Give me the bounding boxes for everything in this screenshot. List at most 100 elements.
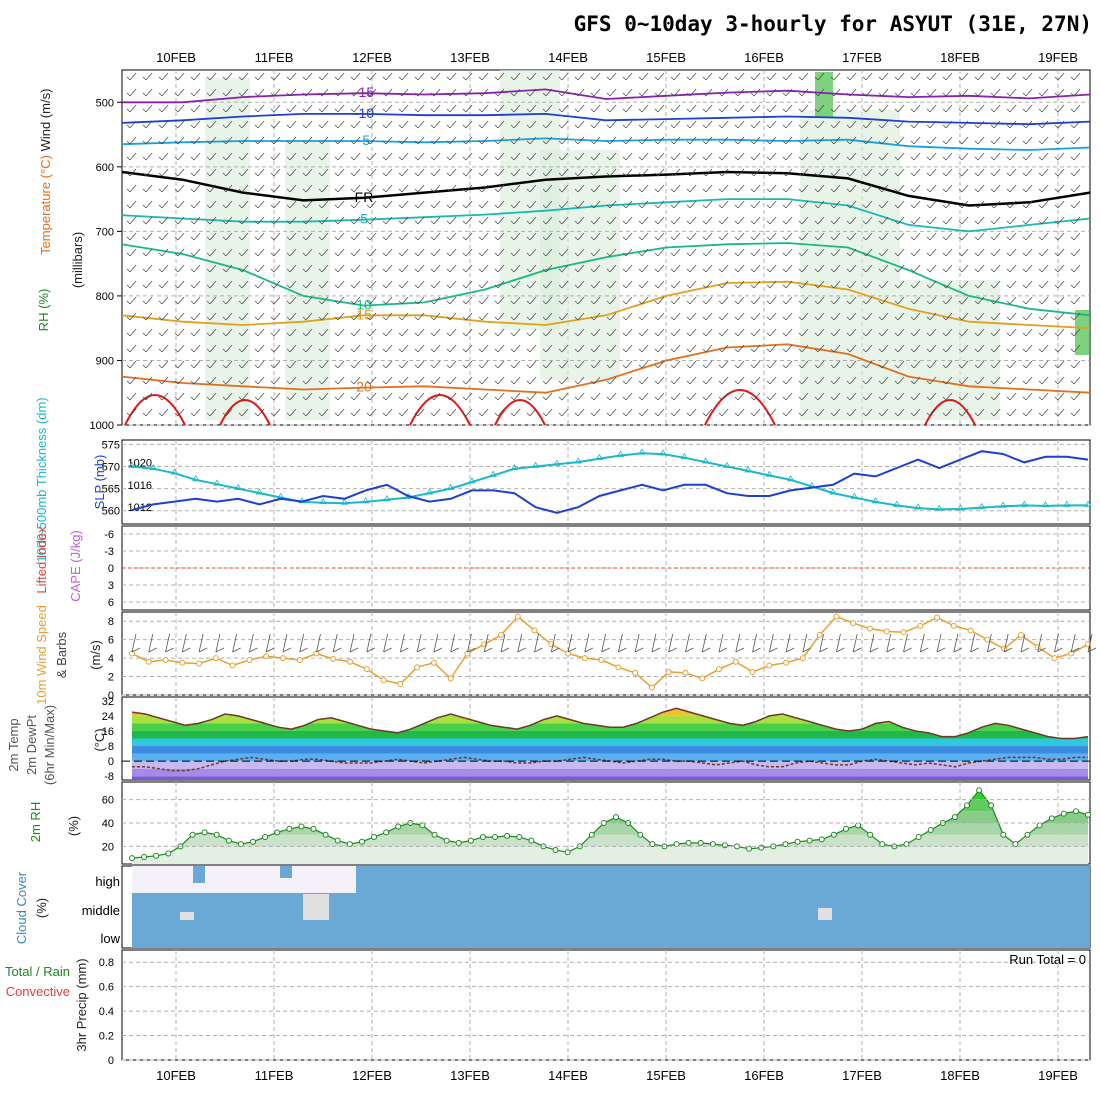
wind-barb xyxy=(830,216,841,225)
wind-barb xyxy=(478,392,489,401)
wind-barb xyxy=(878,184,889,193)
wind-barb xyxy=(702,376,713,385)
wind-barb xyxy=(350,200,361,209)
rh-point xyxy=(588,831,595,838)
wind-barb xyxy=(670,408,681,417)
contour-label: FR xyxy=(355,189,374,205)
wind-barb xyxy=(798,136,809,145)
wind-barb xyxy=(174,216,185,225)
wind-barb xyxy=(174,72,185,81)
wind-barb xyxy=(478,184,489,193)
wind-barb xyxy=(174,168,185,177)
wind-barb xyxy=(350,392,361,401)
wind-barb-10m xyxy=(970,633,979,653)
wind-barb xyxy=(798,232,809,241)
wind-barb xyxy=(478,280,489,289)
wind-barb xyxy=(462,120,473,129)
wind-speed-point xyxy=(799,655,806,662)
wind-barb xyxy=(686,120,697,129)
wind-barb xyxy=(846,120,857,129)
wind-barb xyxy=(190,312,201,321)
wind-barb xyxy=(542,280,553,289)
wind-barb xyxy=(430,72,441,81)
wind-barb xyxy=(670,136,681,145)
wind-barb xyxy=(814,72,825,81)
y-tick-label: 60 xyxy=(102,795,114,807)
contour-label: 10 xyxy=(356,297,372,313)
wind-barb xyxy=(142,168,153,177)
wind-barb xyxy=(974,264,985,273)
wind-barb xyxy=(926,168,937,177)
wind-barb xyxy=(670,168,681,177)
rh-point xyxy=(1060,810,1067,817)
wind-barb xyxy=(286,376,297,385)
wind-barb xyxy=(190,168,201,177)
wind-barb xyxy=(558,184,569,193)
wind-barb-10m xyxy=(668,633,677,653)
wind-barb xyxy=(126,184,137,193)
thickness-point xyxy=(744,466,752,473)
cloud-high-clear xyxy=(132,866,356,893)
wind-speed-line xyxy=(131,615,1089,689)
wind-barb xyxy=(382,232,393,241)
wind-barb xyxy=(606,264,617,273)
wind-barb xyxy=(478,152,489,161)
wind-barb xyxy=(558,344,569,353)
wind-barb xyxy=(846,376,857,385)
wind-barb xyxy=(670,120,681,129)
wind-barb xyxy=(574,296,585,305)
wind-barb xyxy=(654,168,665,177)
date-label-top: 15FEB xyxy=(646,50,686,65)
wind-barb xyxy=(254,136,265,145)
wind-barb xyxy=(766,328,777,337)
wind-barb xyxy=(382,296,393,305)
wind-barb xyxy=(318,392,329,401)
wind-barb xyxy=(510,392,521,401)
wind-barb xyxy=(654,152,665,161)
temp-band xyxy=(132,753,1088,762)
wind-barb-10m xyxy=(416,633,426,653)
wind-barb xyxy=(158,344,169,353)
wind-barb xyxy=(350,72,361,81)
rh-point xyxy=(818,836,825,843)
wind-barb xyxy=(126,408,137,417)
wind-barb xyxy=(846,136,857,145)
wind-barb xyxy=(142,360,153,369)
wind-barb xyxy=(414,248,425,257)
wind-barb xyxy=(1022,216,1033,225)
wind-barb xyxy=(158,264,169,273)
rh-point xyxy=(165,850,172,857)
wind-barb xyxy=(734,312,745,321)
wind-barb xyxy=(334,280,345,289)
wind-barb xyxy=(1054,88,1065,97)
wind-barb xyxy=(462,88,473,97)
wind-barb xyxy=(686,152,697,161)
wind-barb xyxy=(254,120,265,129)
wind-barb xyxy=(382,120,393,129)
wind-barb xyxy=(126,328,137,337)
wind-barb xyxy=(894,312,905,321)
wind-barb xyxy=(510,168,521,177)
wind-speed-point xyxy=(615,664,622,671)
wind-barb xyxy=(510,232,521,241)
wind-barb xyxy=(830,344,841,353)
wind-barb xyxy=(430,88,441,97)
wind-barb xyxy=(974,104,985,113)
wind-barb xyxy=(702,392,713,401)
wind-barb xyxy=(974,408,985,417)
wind-barb xyxy=(334,216,345,225)
cloud-mid-clear xyxy=(180,912,194,920)
wind-barb xyxy=(574,312,585,321)
wind-barb xyxy=(1022,312,1033,321)
rh-point xyxy=(697,839,704,846)
wind-barb xyxy=(926,264,937,273)
wind-barb xyxy=(270,232,281,241)
wind-barb xyxy=(190,232,201,241)
thickness-point xyxy=(616,450,625,457)
wind-barb xyxy=(254,184,265,193)
wind-barb xyxy=(734,120,745,129)
wind-barb xyxy=(558,232,569,241)
wind-barb-10m xyxy=(517,633,526,653)
rh-point xyxy=(528,837,535,844)
wind-barb xyxy=(302,216,313,225)
